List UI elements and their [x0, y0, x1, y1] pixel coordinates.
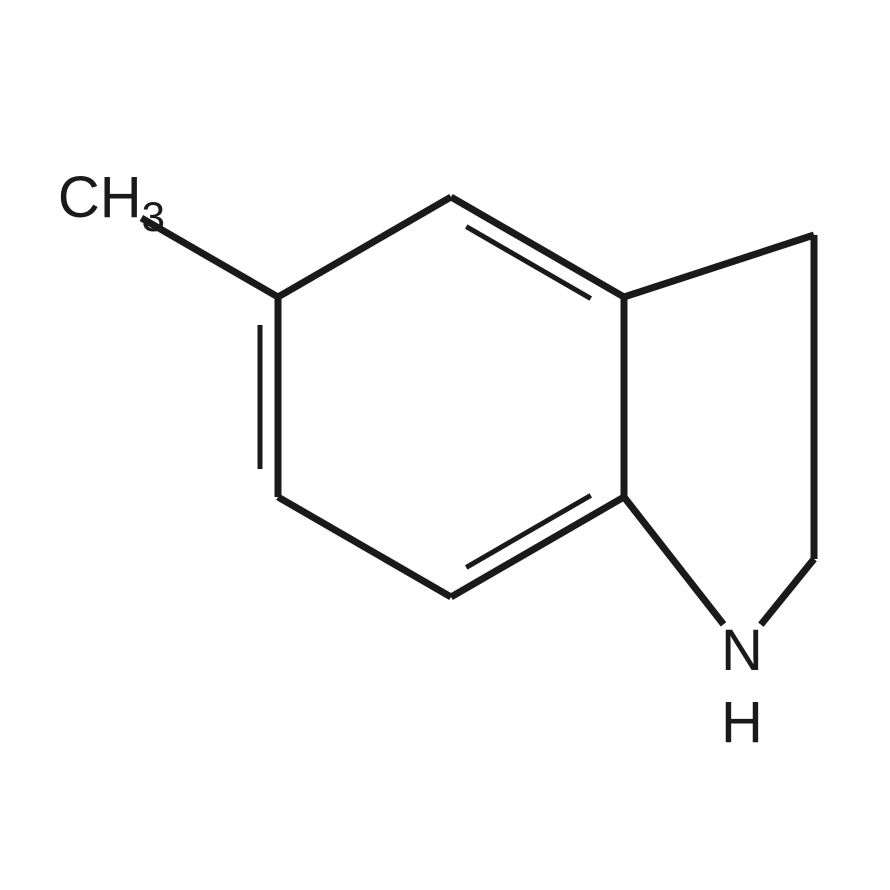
atom-label: CH3 — [58, 165, 165, 240]
molecule-diagram: CH3 NH — [0, 0, 890, 890]
atom-label: N — [721, 618, 763, 683]
atom-label: H — [721, 690, 763, 755]
